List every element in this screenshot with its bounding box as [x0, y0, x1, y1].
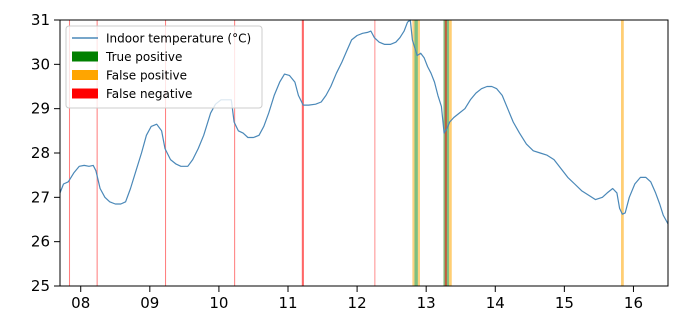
- y-axis: 25 26 27 28 29 30 31: [31, 11, 60, 295]
- event-band-false-negative-3: [234, 20, 236, 286]
- x-tick-label: 13: [417, 294, 436, 312]
- event-band-false-negative-1: [96, 20, 98, 286]
- event-band-false-negative-2: [165, 20, 167, 286]
- legend-label-true-positive: True positive: [105, 50, 182, 64]
- event-bands: [68, 20, 624, 286]
- legend-box: [65, 25, 263, 109]
- y-tick-label: 27: [31, 188, 50, 206]
- x-tick-label: 09: [140, 294, 159, 312]
- event-band-false-positive-11: [448, 20, 452, 286]
- event-band-false-negative-4: [301, 20, 304, 286]
- y-tick-label: 31: [31, 11, 50, 29]
- x-tick-label: 14: [486, 294, 505, 312]
- legend: Indoor temperature (°C) True positive Fals…: [65, 25, 263, 109]
- event-band-true-positive-6: [414, 20, 418, 286]
- x-tick-label: 15: [555, 294, 574, 312]
- y-tick-label: 28: [31, 144, 50, 162]
- x-tick-label: 08: [71, 294, 90, 312]
- y-tick-label: 30: [31, 55, 50, 73]
- event-band-false-positive-7: [412, 20, 415, 286]
- x-tick-label: 11: [278, 294, 297, 312]
- legend-swatch-false-positive: [72, 70, 98, 80]
- y-tick-label: 26: [31, 233, 50, 251]
- x-tick-label: 12: [348, 294, 367, 312]
- x-axis: 08 09 10 11 12 13 14 15 16: [71, 286, 643, 312]
- series-line-indoor-temperature: [59, 19, 669, 225]
- event-band-false-negative-10: [444, 20, 447, 286]
- legend-swatch-false-negative: [72, 88, 98, 99]
- event-band-false-negative-5: [374, 20, 376, 286]
- x-tick-label: 10: [209, 294, 228, 312]
- y-tick-label: 25: [31, 277, 50, 295]
- series-lines: [59, 19, 669, 225]
- legend-label-false-negative: False negative: [106, 87, 192, 101]
- event-band-false-positive-8: [417, 20, 420, 286]
- x-tick-label: 16: [624, 294, 643, 312]
- legend-label-indoor-temperature-c: Indoor temperature (°C): [106, 32, 251, 46]
- y-tick-label: 29: [31, 100, 50, 118]
- event-band-false-positive-12: [621, 20, 624, 286]
- legend-swatch-true-positive: [72, 51, 98, 62]
- legend-label-false-positive: False positive: [106, 69, 187, 83]
- event-band-false-negative-0: [68, 20, 71, 286]
